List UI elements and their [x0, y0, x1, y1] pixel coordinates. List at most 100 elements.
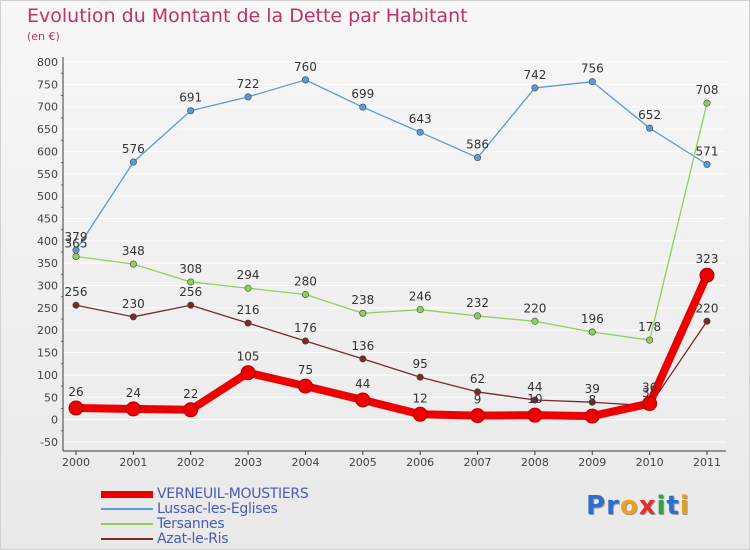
y-tick-label: 700 — [37, 101, 58, 114]
data-label: 196 — [581, 312, 604, 326]
y-tick-label: 450 — [37, 212, 58, 225]
data-point — [72, 301, 80, 309]
data-point — [531, 396, 539, 404]
logo-letter: o — [619, 491, 639, 521]
data-label: 95 — [413, 357, 428, 371]
data-point — [588, 78, 596, 86]
data-point — [416, 128, 424, 136]
legend-item: Azat-le-Ris — [101, 531, 361, 547]
data-label: 24 — [126, 386, 141, 400]
data-label: 36 — [642, 381, 657, 395]
data-label: 760 — [294, 60, 317, 74]
data-label: 44 — [527, 380, 542, 394]
legend-label: Azat-le-Ris — [157, 531, 229, 547]
data-point — [129, 260, 137, 268]
logo-letter: P — [586, 491, 607, 521]
logo-letter: r — [606, 491, 620, 521]
data-point — [416, 373, 424, 381]
data-label: 691 — [179, 91, 202, 105]
x-tick-label: 2000 — [62, 456, 90, 469]
data-point — [646, 124, 654, 132]
data-point — [297, 378, 313, 394]
data-point — [244, 93, 252, 101]
data-label: 75 — [298, 363, 313, 377]
y-tick-label: 200 — [37, 324, 58, 337]
y-tick-label: 650 — [37, 123, 58, 136]
data-label: 10 — [527, 392, 542, 406]
data-label: 256 — [179, 285, 202, 299]
x-tick-label: 2005 — [349, 456, 377, 469]
data-point — [301, 337, 309, 345]
y-tick-label: 400 — [37, 235, 58, 248]
data-label: 699 — [351, 87, 374, 101]
data-point — [359, 103, 367, 111]
data-label: 365 — [65, 236, 88, 250]
legend-item: Lussac-les-Eglises — [101, 501, 361, 517]
data-point — [244, 319, 252, 327]
data-label: 22 — [183, 387, 198, 401]
data-label: 62 — [470, 372, 485, 386]
data-label: 26 — [68, 385, 83, 399]
data-label: 39 — [585, 382, 600, 396]
legend-label: Lussac-les-Eglises — [157, 501, 278, 517]
y-tick-label: 150 — [37, 347, 58, 360]
data-label: 176 — [294, 321, 317, 335]
x-tick-label: 2009 — [578, 456, 606, 469]
data-label: 256 — [65, 285, 88, 299]
data-point — [474, 154, 482, 162]
y-tick-label: 750 — [37, 78, 58, 91]
x-tick-label: 2008 — [521, 456, 549, 469]
data-point — [187, 107, 195, 115]
x-tick-label: 2002 — [177, 456, 205, 469]
logo-letter: i — [679, 491, 690, 521]
x-tick-label: 2006 — [406, 456, 434, 469]
data-label: 586 — [466, 138, 489, 152]
data-label: 232 — [466, 296, 489, 310]
data-point — [68, 400, 84, 416]
data-label: 379 — [65, 230, 88, 244]
data-point — [359, 309, 367, 317]
data-point — [183, 402, 199, 418]
legend-label: VERNEUIL-MOUSTIERS — [157, 486, 309, 502]
y-tick-label: -50 — [40, 436, 58, 449]
legend-swatch — [101, 523, 153, 525]
data-point — [588, 328, 596, 336]
data-point — [584, 408, 600, 424]
legend-item: VERNEUIL-MOUSTIERS — [101, 486, 361, 502]
series-line — [75, 79, 708, 251]
data-label: 12 — [413, 391, 428, 405]
legend-swatch — [101, 508, 153, 510]
data-point — [301, 76, 309, 84]
data-label: 576 — [122, 142, 145, 156]
data-label: 643 — [409, 112, 432, 126]
data-point — [412, 406, 428, 422]
series-line — [75, 273, 711, 421]
data-label: 238 — [351, 293, 374, 307]
data-point — [470, 408, 486, 424]
y-tick-label: 300 — [37, 280, 58, 293]
data-point — [646, 336, 654, 344]
data-point — [355, 392, 371, 408]
x-tick-label: 2001 — [119, 456, 147, 469]
chart-title: Evolution du Montant de la Dette par Hab… — [27, 5, 468, 27]
data-label: 44 — [355, 377, 370, 391]
data-label: 105 — [237, 350, 260, 364]
chart-legend: VERNEUIL-MOUSTIERS Lussac-les-Eglises Ters… — [101, 486, 361, 547]
y-tick-label: 550 — [37, 168, 58, 181]
logo-letter: i — [656, 491, 667, 521]
x-tick-label: 2011 — [693, 456, 721, 469]
data-point — [474, 388, 482, 396]
data-label: 220 — [696, 301, 719, 315]
data-label: 348 — [122, 244, 145, 258]
data-label: 136 — [351, 339, 374, 353]
data-label: 9 — [474, 393, 482, 407]
data-label: 756 — [581, 62, 604, 76]
data-point — [474, 312, 482, 320]
x-tick-label: 2010 — [636, 456, 664, 469]
data-point — [129, 158, 137, 166]
y-tick-label: 250 — [37, 302, 58, 315]
data-point — [187, 278, 195, 286]
data-label: 220 — [523, 301, 546, 315]
